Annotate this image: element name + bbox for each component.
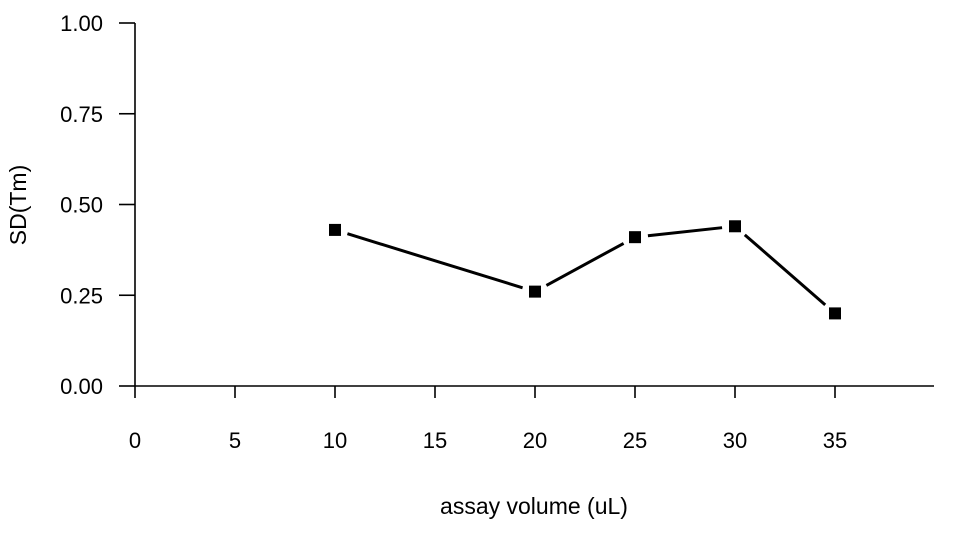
data-point bbox=[529, 285, 541, 298]
x-tick-label: 30 bbox=[723, 428, 747, 453]
y-tick-label: 1.00 bbox=[60, 11, 103, 36]
x-tick-label: 10 bbox=[323, 428, 347, 453]
x-axis-title: assay volume (uL) bbox=[440, 493, 628, 519]
x-ticks: 0 5 10 15 20 25 30 35 bbox=[129, 386, 847, 453]
y-tick-label: 0.25 bbox=[60, 283, 103, 308]
data-point bbox=[729, 220, 741, 233]
x-tick-label: 15 bbox=[423, 428, 447, 453]
x-tick-label: 35 bbox=[823, 428, 847, 453]
axes: 0.00 0.25 0.50 0.75 1.00 0 5 10 15 20 25 30 35 bbox=[60, 11, 934, 453]
plot-area bbox=[329, 220, 841, 320]
series-segment bbox=[545, 242, 625, 287]
y-tick-label: 0.00 bbox=[60, 374, 103, 399]
data-point bbox=[329, 223, 341, 236]
series-segment bbox=[346, 232, 524, 290]
series-segment bbox=[647, 226, 723, 238]
x-tick-label: 0 bbox=[129, 428, 141, 453]
series-segment bbox=[743, 233, 827, 306]
data-point bbox=[829, 307, 841, 320]
x-tick-label: 25 bbox=[623, 428, 647, 453]
series-line-markers bbox=[329, 220, 841, 320]
y-ticks: 0.00 0.25 0.50 0.75 1.00 bbox=[60, 11, 135, 399]
data-point bbox=[629, 231, 641, 244]
y-tick-label: 0.50 bbox=[60, 193, 103, 218]
x-tick-label: 20 bbox=[523, 428, 547, 453]
x-tick-label: 5 bbox=[229, 428, 241, 453]
y-axis-title: SD(Tm) bbox=[5, 165, 31, 245]
y-tick-label: 0.75 bbox=[60, 102, 103, 127]
